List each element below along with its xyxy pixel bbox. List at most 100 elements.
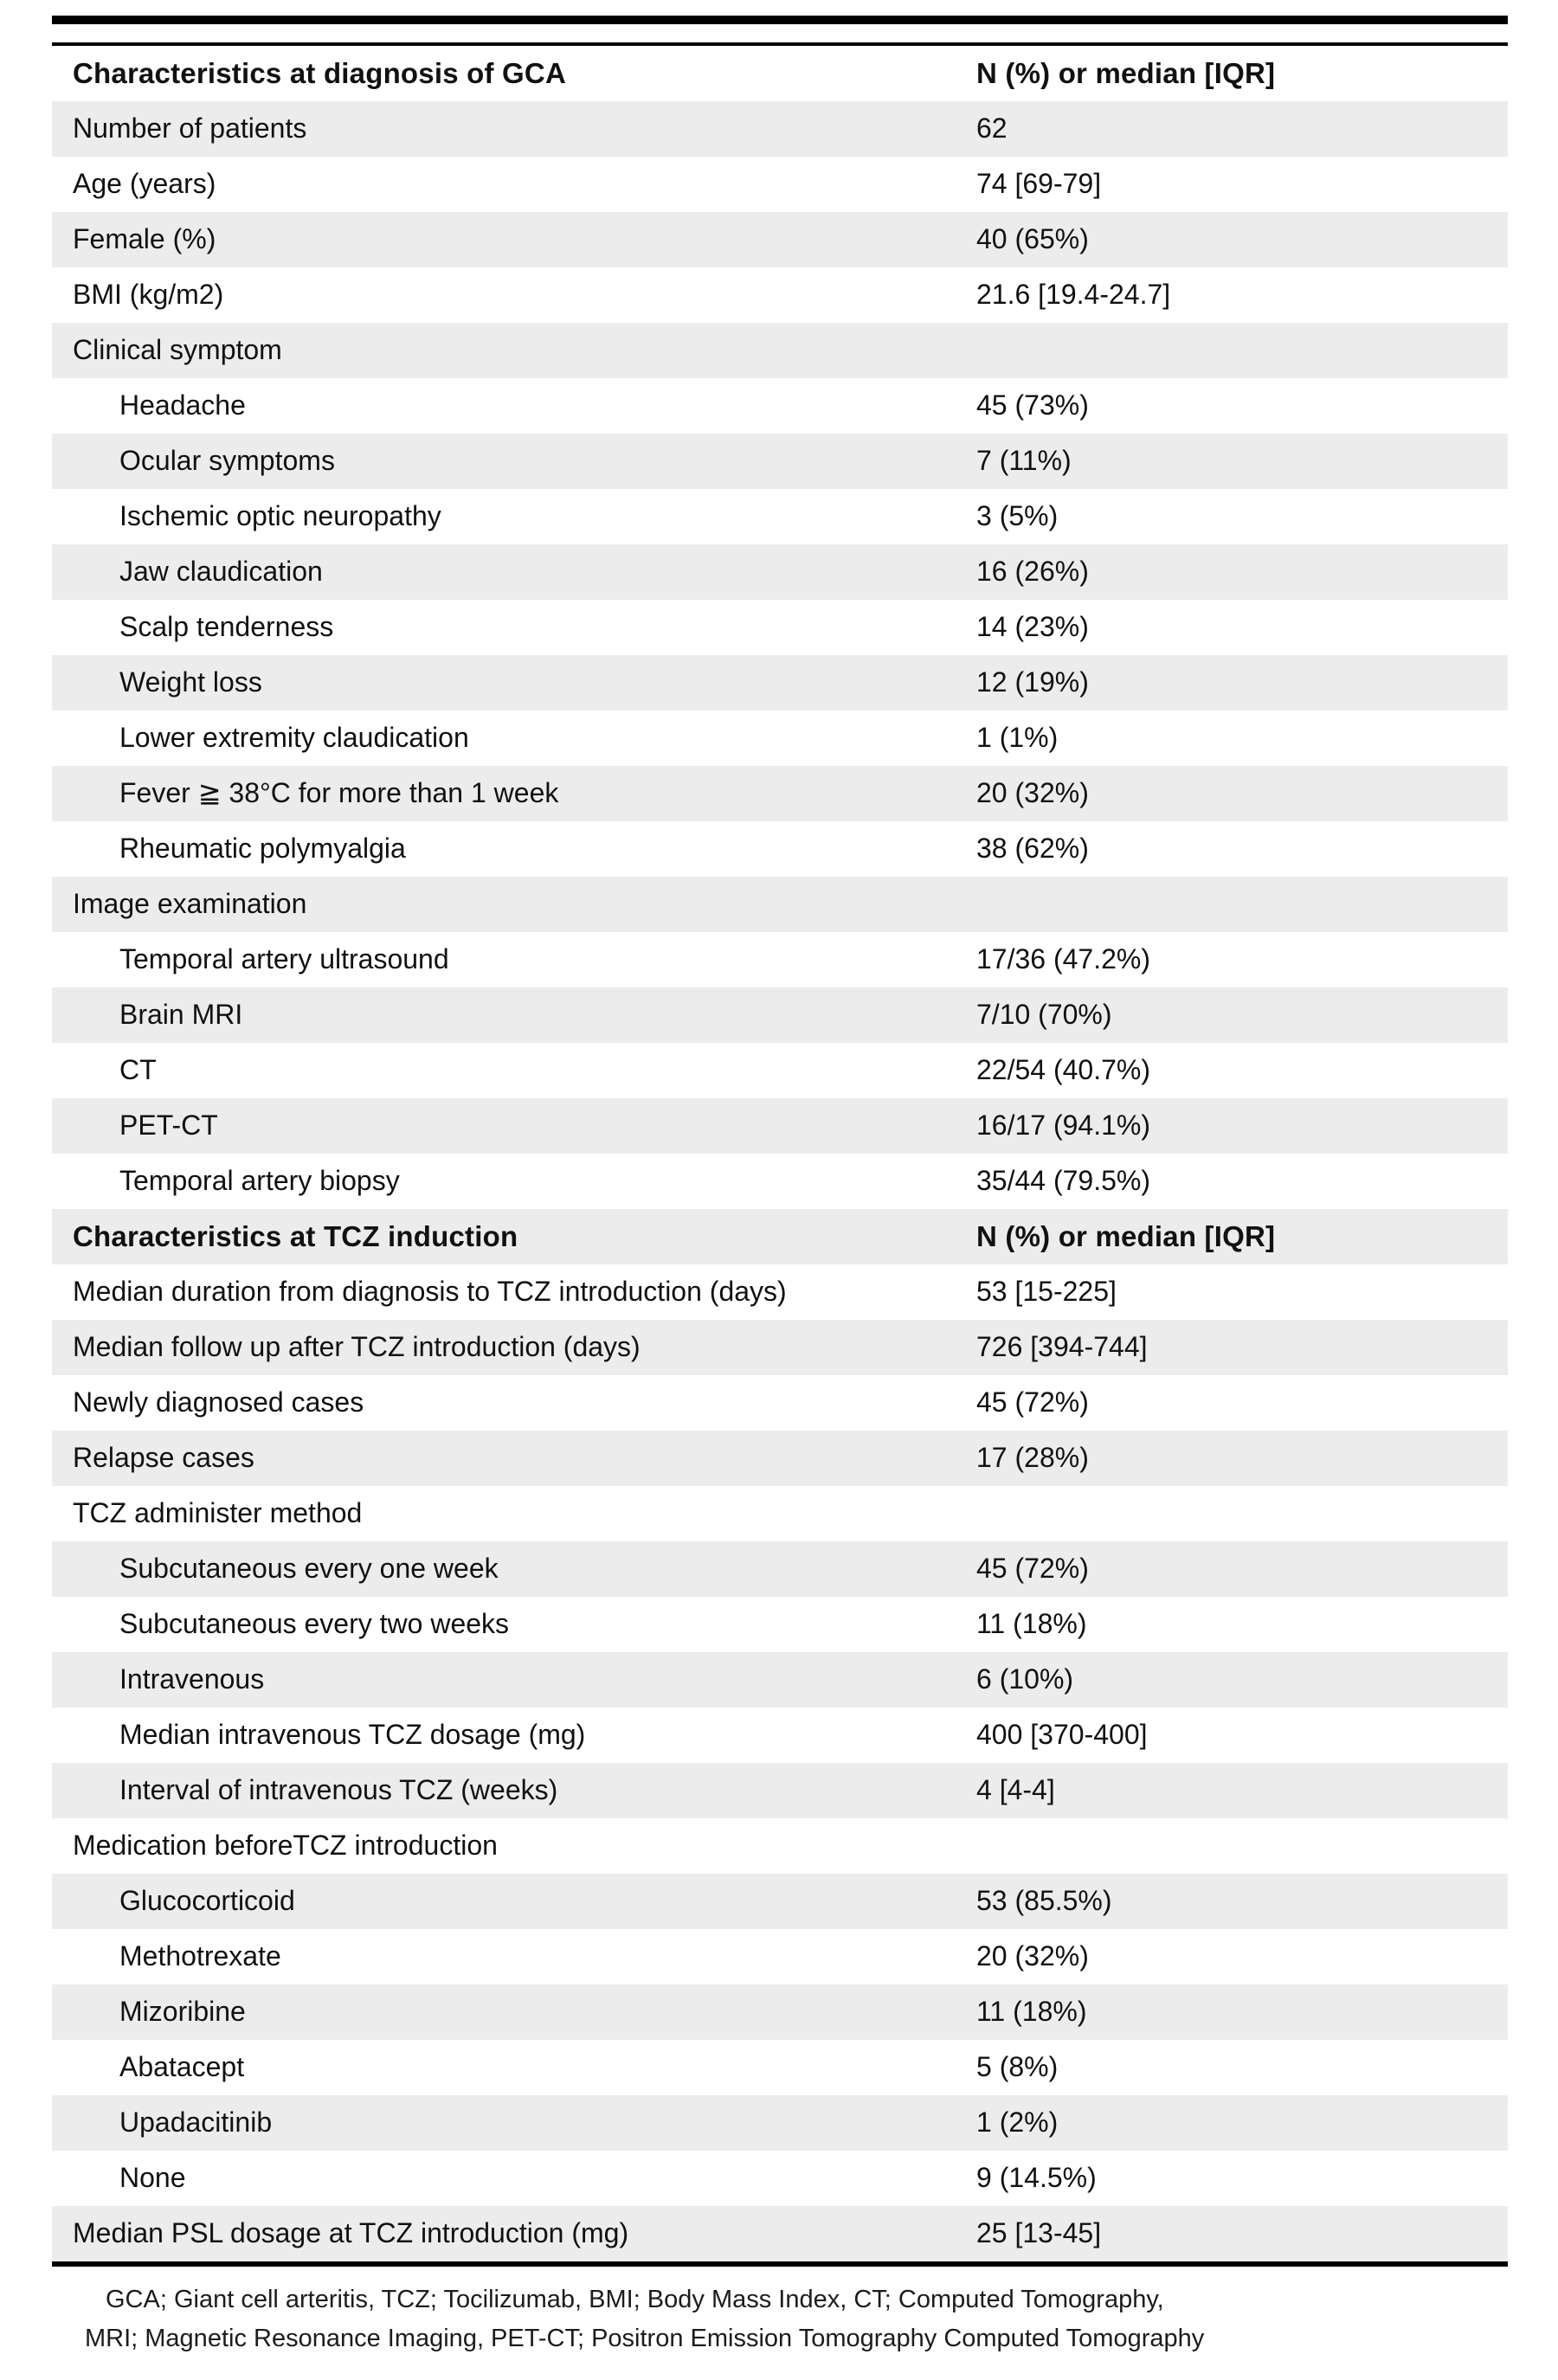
row-label: Female (%) (73, 224, 216, 255)
row-label: Lower extremity claudication (119, 723, 469, 754)
row-value: 40 (65%) (976, 224, 1089, 255)
row-value: 20 (32%) (976, 778, 1089, 809)
row-label: Abatacept (119, 2052, 245, 2083)
table-row: Median intravenous TCZ dosage (mg) 400 [3… (52, 1708, 1508, 1763)
table-row: Jaw claudication 16 (26%) (52, 544, 1508, 600)
row-label: Interval of intravenous TCZ (weeks) (119, 1775, 558, 1806)
table-row: Female (%) 40 (65%) (52, 212, 1508, 267)
table-row: PET-CT 16/17 (94.1%) (52, 1098, 1508, 1154)
table-row: CT 22/54 (40.7%) (52, 1043, 1508, 1098)
row-value: 11 (18%) (976, 1609, 1087, 1640)
table-row: Intravenous 6 (10%) (52, 1652, 1508, 1708)
row-value: 16 (26%) (976, 556, 1089, 588)
table-row: Rheumatic polymyalgia 38 (62%) (52, 821, 1508, 877)
row-value: 7 (11%) (976, 446, 1072, 477)
footnote-line: GCA; Giant cell arteritis, TCZ; Tocilizu… (106, 2286, 1164, 2313)
table-bottom-rule (52, 2261, 1508, 2267)
table-row: BMI (kg/m2) 21.6 [19.4-24.7] (52, 267, 1508, 323)
header-label: Characteristics at diagnosis of GCA (73, 57, 566, 89)
row-value: 7/10 (70%) (976, 1000, 1112, 1031)
row-value: 1 (1%) (976, 723, 1059, 754)
row-label: Rheumatic polymyalgia (119, 833, 406, 865)
row-value: 14 (23%) (976, 612, 1089, 643)
row-label: Brain MRI (119, 1000, 243, 1031)
row-label: Mizoribine (119, 1997, 246, 2028)
row-label: Methotrexate (119, 1941, 281, 1972)
row-label: Medication beforeTCZ introduction (73, 1830, 498, 1862)
table-row: Brain MRI 7/10 (70%) (52, 987, 1508, 1043)
table-row: Medication beforeTCZ introduction (52, 1818, 1508, 1874)
row-label: PET-CT (119, 1110, 218, 1142)
table-row: Weight loss 12 (19%) (52, 655, 1508, 711)
row-label: Clinical symptom (73, 335, 282, 366)
row-value: 9 (14.5%) (976, 2163, 1097, 2194)
footnote-line: MRI; Magnetic Resonance Imaging, PET-CT;… (85, 2324, 1205, 2352)
table-row: Methotrexate 20 (32%) (52, 1929, 1508, 1984)
row-label: Median PSL dosage at TCZ introduction (m… (73, 2218, 629, 2249)
table-rows: Characteristics at diagnosis of GCA N (%)… (52, 46, 1508, 2261)
table-row: Clinical symptom (52, 323, 1508, 378)
header-value: N (%) or median [IQR] (976, 1220, 1276, 1252)
table-row: Headache 45 (73%) (52, 378, 1508, 434)
row-label: Glucocorticoid (119, 1886, 295, 1917)
header-value: N (%) or median [IQR] (976, 57, 1276, 89)
row-value: 726 [394-744] (976, 1332, 1148, 1363)
row-label: Temporal artery ultrasound (119, 944, 449, 975)
row-value: 21.6 [19.4-24.7] (976, 280, 1171, 311)
row-label: Weight loss (119, 667, 262, 698)
row-value: 20 (32%) (976, 1941, 1089, 1972)
row-value: 38 (62%) (976, 833, 1089, 865)
table-row: Number of patients 62 (52, 101, 1508, 157)
table-row: Age (years) 74 [69-79] (52, 157, 1508, 212)
row-label: Upadacitinib (119, 2107, 273, 2139)
row-value: 6 (10%) (976, 1664, 1074, 1695)
row-label: Scalp tenderness (119, 612, 334, 643)
table-row: Subcutaneous every two weeks 11 (18%) (52, 1597, 1508, 1652)
table-row: Relapse cases 17 (28%) (52, 1431, 1508, 1486)
row-label: Relapse cases (73, 1443, 254, 1474)
row-label: TCZ administer method (73, 1498, 363, 1529)
table-row: Fever ≧ 38°C for more than 1 week 20 (32%… (52, 766, 1508, 821)
table-row: None 9 (14.5%) (52, 2151, 1508, 2206)
row-label: None (119, 2163, 186, 2194)
row-value: 16/17 (94.1%) (976, 1110, 1151, 1142)
table-row: Ischemic optic neuropathy 3 (5%) (52, 489, 1508, 544)
table-top-rule (52, 42, 1508, 46)
row-value: 5 (8%) (976, 2052, 1059, 2083)
table-row: Ocular symptoms 7 (11%) (52, 434, 1508, 489)
top-rule-gap (52, 24, 1508, 42)
table-row: Temporal artery biopsy 35/44 (79.5%) (52, 1154, 1508, 1209)
row-value: 35/44 (79.5%) (976, 1166, 1151, 1197)
table-row: Temporal artery ultrasound 17/36 (47.2%) (52, 932, 1508, 987)
row-label: BMI (kg/m2) (73, 280, 224, 311)
row-value: 11 (18%) (976, 1997, 1087, 2028)
header-label: Characteristics at TCZ induction (73, 1220, 518, 1252)
row-label: Fever ≧ 38°C for more than 1 week (119, 778, 559, 809)
row-label: Temporal artery biopsy (119, 1166, 400, 1197)
row-value: 400 [370-400] (976, 1720, 1148, 1751)
table-row: Mizoribine 11 (18%) (52, 1984, 1508, 2040)
row-value: 17/36 (47.2%) (976, 944, 1151, 975)
row-label: Intravenous (119, 1664, 265, 1695)
row-value: 12 (19%) (976, 667, 1089, 698)
table-row: Image examination (52, 877, 1508, 932)
row-value: 53 (85.5%) (976, 1886, 1112, 1917)
table-header-row: Characteristics at TCZ induction N (%) or… (52, 1209, 1508, 1264)
row-value: 17 (28%) (976, 1443, 1089, 1474)
table-row: Median follow up after TCZ introduction … (52, 1320, 1508, 1375)
table-row: Glucocorticoid 53 (85.5%) (52, 1874, 1508, 1929)
table-row: Upadacitinib 1 (2%) (52, 2095, 1508, 2151)
table-row: Lower extremity claudication 1 (1%) (52, 711, 1508, 766)
top-heavy-rule (52, 16, 1508, 24)
row-label: Ocular symptoms (119, 446, 335, 477)
row-label: Median duration from diagnosis to TCZ in… (73, 1277, 787, 1308)
row-label: Jaw claudication (119, 556, 323, 588)
row-label: Image examination (73, 889, 307, 920)
row-label: Headache (119, 390, 246, 421)
table-footnote: GCA; Giant cell arteritis, TCZ; Tocilizu… (52, 2267, 1508, 2358)
row-value: 53 [15-225] (976, 1277, 1117, 1308)
table-row: Scalp tenderness 14 (23%) (52, 600, 1508, 655)
row-value: 3 (5%) (976, 501, 1059, 532)
row-value: 45 (72%) (976, 1553, 1089, 1585)
row-label: Newly diagnosed cases (73, 1387, 364, 1418)
